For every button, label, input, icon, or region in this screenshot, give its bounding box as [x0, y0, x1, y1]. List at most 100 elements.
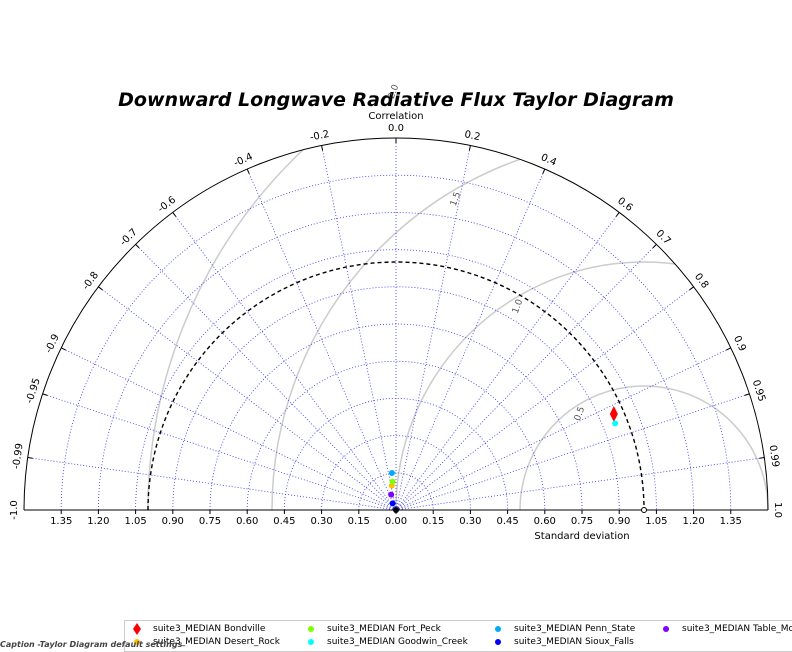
std-tick-label: 0.60	[236, 516, 258, 527]
legend-item: suite3_MEDIAN Bondville	[127, 623, 307, 635]
correlation-ray	[395, 212, 620, 511]
correlation-ray	[27, 457, 397, 511]
correlation-tick	[615, 212, 620, 217]
correlation-tick-label: 0.0	[388, 123, 404, 134]
correlation-tick	[759, 457, 765, 459]
legend-marker	[663, 626, 669, 632]
legend-label: suite3_MEDIAN Sioux_Falls	[514, 637, 634, 647]
legend-item: suite3_MEDIAN Penn_State	[488, 623, 668, 635]
correlation-ray	[42, 393, 397, 511]
legend-label: suite3_MEDIAN Goodwin_Creek	[327, 637, 468, 647]
reference-point	[641, 507, 647, 513]
correlation-tick	[98, 286, 103, 291]
correlation-tick	[689, 286, 694, 291]
std-tick-label: 0.90	[162, 516, 184, 527]
grid-layer: 0.51.01.52.00.00.20.40.60.70.80.90.950.9…	[9, 83, 783, 527]
outer-arc	[23, 137, 769, 511]
correlation-ray	[246, 168, 397, 511]
marks-layer	[388, 405, 619, 507]
correlation-ray	[395, 457, 765, 511]
correlation-tick	[468, 145, 471, 151]
correlation-tick	[27, 457, 33, 459]
correlation-tick	[135, 243, 140, 249]
data-point	[388, 470, 395, 477]
legend-label: suite3_MEDIAN Desert_Rock	[153, 637, 280, 647]
correlation-tick-label: 0.99	[767, 444, 781, 468]
correlation-tick	[172, 212, 177, 217]
rmsd-contour-label: 0.5	[573, 405, 587, 422]
std-tick-label: 1.20	[87, 516, 109, 527]
rmsd-contour-label: 2.0	[387, 83, 401, 100]
std-tick-label: 0.15	[422, 516, 444, 527]
std-tick-label: 0.30	[310, 516, 332, 527]
legend-marker	[308, 626, 314, 632]
correlation-tick-label: -0.99	[11, 443, 26, 470]
rmsd-contour-label: 1.5	[449, 191, 463, 208]
legend-marker-shape	[663, 626, 669, 632]
correlation-tick-label: 1.0	[772, 502, 783, 518]
rmsd-contour	[395, 261, 768, 510]
legend-label: suite3_MEDIAN Table_Mo	[682, 624, 792, 634]
std-tick-label: 1.35	[720, 516, 742, 527]
std-tick-label: 0.30	[459, 516, 481, 527]
legend-marker-shape	[495, 626, 501, 632]
std-grid-arc	[60, 174, 732, 511]
legend-marker	[308, 639, 314, 645]
correlation-tick-label: 0.4	[539, 152, 558, 168]
legend-marker-shape	[308, 626, 314, 632]
std-tick-label: 0.45	[273, 516, 295, 527]
std-tick-label: 0.45	[496, 516, 518, 527]
std-grid-arc	[172, 286, 620, 511]
legend-item: suite3_MEDIAN Table_Mo	[656, 623, 792, 635]
data-point	[612, 420, 619, 427]
std-axis-label: Standard deviation	[534, 531, 629, 542]
rmsd-contour-label: 1.0	[511, 298, 525, 315]
correlation-tick	[321, 145, 324, 151]
correlation-ray	[395, 168, 546, 511]
legend: suite3_MEDIAN Bondville suite3_MEDIAN Des…	[124, 620, 792, 652]
std-grid-arc	[284, 398, 508, 511]
legend-item: suite3_MEDIAN Desert_Rock	[127, 636, 307, 648]
correlation-tick-label: -0.2	[309, 129, 330, 144]
correlation-tick-label: -0.6	[156, 195, 178, 216]
legend-item: suite3_MEDIAN Fort_Peck	[301, 623, 481, 635]
data-point	[388, 491, 395, 498]
std-tick-label: 0.90	[608, 516, 630, 527]
correlation-ray	[61, 347, 397, 511]
correlation-tick-label: 0.95	[750, 379, 767, 404]
correlation-tick-label: -1.0	[9, 500, 20, 520]
std-tick-label: 0.60	[534, 516, 556, 527]
correlation-tick	[744, 393, 750, 396]
data-point	[609, 405, 618, 422]
legend-label: suite3_MEDIAN Penn_State	[514, 624, 636, 634]
correlation-tick	[246, 168, 250, 174]
correlation-ray	[395, 393, 750, 511]
std-tick-label: 1.20	[682, 516, 704, 527]
caption: Caption -Taylor Diagram default settings	[0, 640, 183, 649]
correlation-ray	[395, 286, 694, 511]
legend-marker	[495, 639, 501, 645]
chart-title: Downward Longwave Radiative Flux Taylor …	[118, 89, 674, 111]
legend-item: suite3_MEDIAN Sioux_Falls	[488, 636, 668, 648]
data-point	[389, 500, 396, 507]
legend-marker-shape	[134, 639, 140, 645]
legend-marker-shape	[495, 639, 501, 645]
rmsd-contour	[519, 385, 768, 510]
correlation-tick-label: -0.8	[81, 270, 102, 292]
correlation-tick-label: 0.9	[731, 334, 748, 353]
std-tick-label: 0.00	[385, 516, 407, 527]
std-tick-label: 1.05	[645, 516, 667, 527]
legend-marker-shape	[308, 639, 314, 645]
correlation-ray	[172, 212, 397, 511]
std-grid-arc	[135, 249, 657, 511]
data-point	[389, 478, 396, 485]
legend-label: suite3_MEDIAN Fort_Peck	[327, 624, 441, 634]
correlation-ray	[395, 347, 731, 511]
legend-marker	[134, 639, 140, 645]
correlation-tick	[652, 243, 657, 249]
std-tick-label: 1.35	[50, 516, 72, 527]
std-tick-label: 0.75	[199, 516, 221, 527]
std-tick-label: 1.05	[124, 516, 146, 527]
correlation-tick	[42, 393, 48, 396]
